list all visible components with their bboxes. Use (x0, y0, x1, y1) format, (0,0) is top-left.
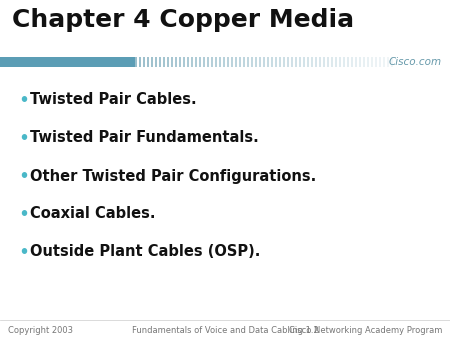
Bar (223, 57, 225, 67)
Bar (287, 57, 289, 67)
Bar (167, 57, 169, 67)
Bar (351, 57, 353, 67)
Bar (275, 57, 277, 67)
Bar (371, 57, 373, 67)
Bar (347, 57, 349, 67)
Text: Copyright 2003: Copyright 2003 (8, 326, 73, 335)
Bar (367, 57, 369, 67)
Bar (195, 57, 197, 67)
Bar (363, 57, 365, 67)
Bar (263, 57, 265, 67)
Bar (139, 57, 141, 67)
Text: Fundamentals of Voice and Data Cabling 1.2: Fundamentals of Voice and Data Cabling 1… (131, 326, 319, 335)
Bar (0, 57, 135, 67)
Bar (259, 57, 261, 67)
Text: Twisted Pair Fundamentals.: Twisted Pair Fundamentals. (30, 130, 259, 145)
Text: Cisco Networking Academy Program: Cisco Networking Academy Program (288, 326, 442, 335)
Bar (135, 57, 137, 67)
Bar (311, 57, 313, 67)
Text: Coaxial Cables.: Coaxial Cables. (30, 207, 156, 221)
Bar (307, 57, 309, 67)
Bar (387, 57, 389, 67)
Text: •: • (18, 91, 29, 110)
Bar (315, 57, 317, 67)
Bar (299, 57, 301, 67)
Bar (379, 57, 381, 67)
Bar (171, 57, 173, 67)
Text: •: • (18, 242, 29, 262)
Bar (291, 57, 293, 67)
Bar (211, 57, 213, 67)
Bar (183, 57, 185, 67)
Bar (343, 57, 345, 67)
Bar (243, 57, 245, 67)
Bar (191, 57, 193, 67)
Bar (247, 57, 249, 67)
Text: Other Twisted Pair Configurations.: Other Twisted Pair Configurations. (30, 169, 316, 184)
Text: Chapter 4 Copper Media: Chapter 4 Copper Media (12, 8, 354, 32)
Bar (199, 57, 201, 67)
Bar (355, 57, 357, 67)
Bar (295, 57, 297, 67)
Bar (187, 57, 189, 67)
Bar (239, 57, 241, 67)
Bar (159, 57, 161, 67)
Bar (235, 57, 237, 67)
Bar (227, 57, 229, 67)
Bar (255, 57, 257, 67)
Bar (175, 57, 177, 67)
Bar (179, 57, 181, 67)
Bar (279, 57, 281, 67)
Bar (303, 57, 305, 67)
Bar (331, 57, 333, 67)
Bar (267, 57, 269, 67)
Text: •: • (18, 128, 29, 147)
Bar (251, 57, 253, 67)
Bar (143, 57, 145, 67)
Bar (383, 57, 385, 67)
Bar (335, 57, 337, 67)
Bar (283, 57, 285, 67)
Bar (391, 57, 393, 67)
Bar (147, 57, 149, 67)
Bar (323, 57, 325, 67)
Bar (155, 57, 157, 67)
Text: Cisco.com: Cisco.com (389, 57, 442, 67)
Text: Twisted Pair Cables.: Twisted Pair Cables. (30, 93, 197, 107)
Bar (219, 57, 221, 67)
Text: •: • (18, 167, 29, 186)
Bar (319, 57, 321, 67)
Bar (231, 57, 233, 67)
Bar (375, 57, 377, 67)
Bar (339, 57, 341, 67)
Bar (327, 57, 329, 67)
Text: Outside Plant Cables (OSP).: Outside Plant Cables (OSP). (30, 244, 261, 260)
Bar (151, 57, 153, 67)
Bar (207, 57, 209, 67)
Bar (163, 57, 165, 67)
Bar (215, 57, 217, 67)
Bar (203, 57, 205, 67)
Bar (359, 57, 361, 67)
Bar (271, 57, 273, 67)
Text: •: • (18, 204, 29, 223)
